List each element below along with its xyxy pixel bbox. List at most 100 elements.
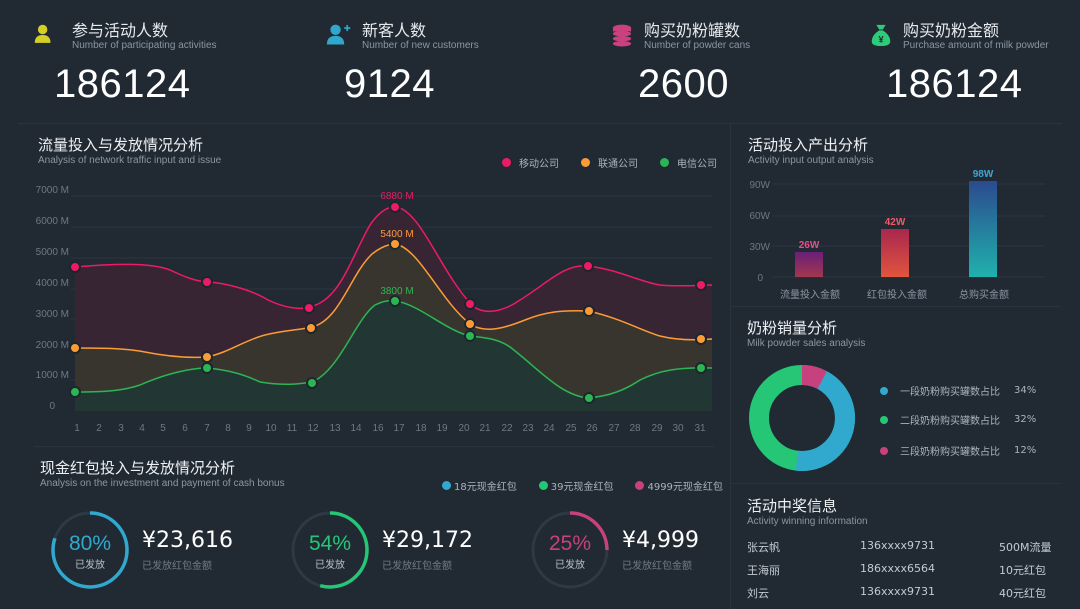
legend-item-18[interactable]: 18元现金红包 [442, 478, 517, 493]
legend-item-39[interactable]: 39元现金红包 [538, 478, 614, 493]
legend-dot [880, 415, 888, 424]
donut-legend-stage3[interactable]: 三段奶粉购买罐数占比 12% [880, 443, 1036, 458]
ring-amount-label: 已发放红包金额 [142, 561, 212, 572]
kpi-participants: 参与活动人数 Number of participating activitie… [34, 0, 294, 120]
add-user-icon [326, 24, 351, 45]
kpi-value: 9124 [344, 62, 435, 106]
winner-phone: 186xxxx6564 [860, 562, 936, 575]
ring-status: 已发放 [315, 560, 345, 571]
database-stack-icon [612, 24, 632, 47]
donut-segment-stage3[interactable] [749, 365, 855, 471]
svg-text:7: 7 [204, 423, 210, 434]
svg-text:3000 M: 3000 M [36, 309, 69, 320]
bonus-ring-39: 54% 已发放 ¥29,172 已发放红包金额 [290, 510, 530, 600]
milk-donut-chart[interactable] [748, 364, 856, 472]
ring-status: 已发放 [555, 560, 585, 571]
winner-prize: 10元红包 [999, 564, 1046, 577]
bar-x-labels: 流量投入金额 红包投入金额 总购买金额 [780, 288, 1009, 301]
svg-text:98W: 98W [973, 169, 994, 180]
winners-subtitle: Activity winning information [747, 516, 868, 527]
svg-text:21: 21 [479, 423, 491, 434]
divider [731, 483, 1061, 484]
kpi-subtitle: Number of new customers [362, 40, 479, 51]
ring-amount: ¥29,172 [382, 528, 473, 553]
svg-text:¥: ¥ [878, 34, 884, 44]
bar-traffic-input[interactable] [795, 252, 823, 277]
legend-item-4999[interactable]: 4999元现金红包 [635, 478, 723, 493]
svg-text:2000 M: 2000 M [36, 340, 69, 351]
bonus-ring-4999: 25% 已发放 ¥4,999 已发放红包金额 [530, 510, 770, 600]
svg-text:10: 10 [265, 423, 277, 434]
svg-text:27: 27 [608, 423, 620, 434]
kpi-value: 186124 [54, 62, 191, 106]
traffic-subtitle: Analysis of network traffic input and is… [38, 155, 222, 166]
kpi-title: 购买奶粉金额 [903, 21, 1000, 40]
kpi-powder-cans: 购买奶粉罐数 Number of powder cans 2600 [612, 0, 832, 120]
user-icon [34, 24, 51, 43]
svg-text:3: 3 [118, 423, 124, 434]
legend-dot [660, 158, 669, 167]
legend-pct: 34% [1014, 385, 1037, 396]
svg-text:26W: 26W [799, 240, 820, 251]
svg-text:5000 M: 5000 M [36, 247, 69, 258]
svg-text:16: 16 [372, 423, 384, 434]
svg-text:26: 26 [586, 423, 598, 434]
svg-text:流量投入金额: 流量投入金额 [780, 288, 840, 301]
svg-text:6880 M: 6880 M [380, 191, 413, 202]
svg-text:1: 1 [74, 423, 80, 434]
winner-phone: 136xxxx9731 [860, 585, 936, 598]
progress-ring [291, 511, 369, 589]
divider [18, 123, 1062, 124]
svg-text:11: 11 [287, 423, 298, 434]
bonus-ring-18: 80% 已发放 ¥23,616 已发放红包金额 [50, 510, 290, 600]
svg-text:4000 M: 4000 M [36, 278, 69, 289]
svg-text:12: 12 [307, 423, 319, 434]
ring-amount-label: 已发放红包金额 [622, 561, 692, 572]
legend-item-telecom[interactable]: 电信公司 [660, 155, 717, 170]
legend-label: 39元现金红包 [550, 482, 614, 493]
svg-text:0: 0 [757, 273, 763, 284]
svg-text:29: 29 [651, 423, 663, 434]
winner-row: 刘云 136xxxx9731 40元红包 [747, 585, 1057, 605]
svg-text:红包投入金额: 红包投入金额 [867, 288, 927, 301]
winner-row: 张云帆 136xxxx9731 500M流量 [747, 539, 1057, 559]
svg-text:2: 2 [96, 423, 102, 434]
donut-legend-stage1[interactable]: 一段奶粉购买罐数占比 34% [880, 383, 1036, 398]
traffic-legend: 移动公司 联通公司 电信公司 [480, 155, 717, 170]
bar-total-purchase[interactable] [969, 181, 997, 277]
cash-bonus-legend: 18元现金红包 39元现金红包 4999元现金红包 [420, 478, 723, 493]
svg-text:60W: 60W [749, 211, 770, 222]
legend-pct: 12% [1014, 445, 1037, 456]
svg-text:13: 13 [329, 423, 341, 434]
money-bag-icon: ¥ [871, 24, 891, 46]
donut-segment-stage1[interactable] [749, 365, 855, 471]
svg-text:5400 M: 5400 M [380, 229, 413, 240]
svg-text:6000 M: 6000 M [36, 216, 69, 227]
donut-legend-stage2[interactable]: 二段奶粉购买罐数占比 32% [880, 412, 1036, 427]
ring-amount-label: 已发放红包金额 [382, 561, 452, 572]
svg-text:22: 22 [501, 423, 513, 434]
legend-label: 电信公司 [677, 159, 717, 170]
traffic-title: 流量投入与发放情况分析 [38, 136, 204, 154]
legend-label: 4999元现金红包 [647, 482, 723, 493]
ring-amount: ¥23,616 [142, 528, 233, 553]
legend-dot [635, 481, 645, 490]
svg-text:9: 9 [246, 423, 252, 434]
cash-bonus-title: 现金红包投入与发放情况分析 [40, 459, 236, 477]
bar-bonus-input[interactable] [881, 229, 909, 277]
y-axis-labels: 7000 M 6000 M 5000 M 4000 M 3000 M 2000 … [36, 185, 69, 412]
legend-item-unicom[interactable]: 联通公司 [581, 155, 638, 170]
peak-annotations: 6880 M 5400 M 3800 M [380, 191, 413, 297]
divider [731, 306, 1061, 307]
svg-text:19: 19 [436, 423, 448, 434]
svg-text:20: 20 [458, 423, 470, 434]
traffic-area-chart[interactable]: 7000 M 6000 M 5000 M 4000 M 3000 M 2000 … [0, 170, 730, 440]
legend-label: 联通公司 [598, 159, 638, 170]
divider [730, 124, 731, 609]
progress-ring [531, 511, 609, 589]
legend-item-mobile[interactable]: 移动公司 [502, 155, 559, 170]
bar-value-labels: 26W 42W 98W [799, 169, 994, 251]
activity-bar-chart[interactable]: 90W 60W 30W 0 26W 42W 98W 流量投入金额 红包投入金额 总购买… [730, 165, 1080, 305]
ring-percent: 54% [308, 532, 352, 555]
